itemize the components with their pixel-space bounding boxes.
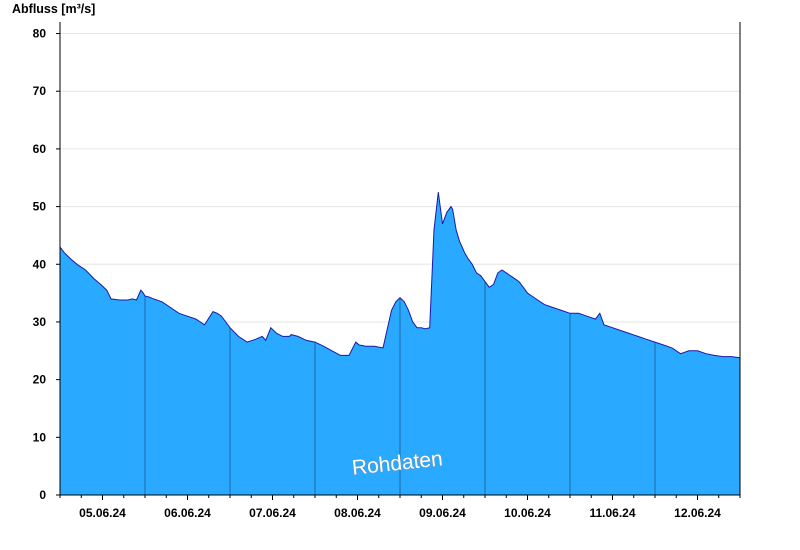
x-tick-label-09.06.24: 09.06.24 [419,506,466,520]
x-tick-labels: 05.06.24 06.06.24 07.06.24 08.06.24 09.06.24… [79,506,721,520]
y-tick-label-30: 30 [33,315,47,329]
y-axis-label: Abfluss [m³/s] [12,2,95,16]
x-tick-label-07.06.24: 07.06.24 [249,506,296,520]
discharge-line [59,192,741,359]
y-tick-label-50: 50 [33,200,47,214]
axes [56,22,741,500]
y-tick-label-40: 40 [33,257,47,271]
y-tick-label-20: 20 [33,373,47,387]
x-tick-label-11.06.24: 11.06.24 [589,506,635,520]
x-tick-label-05.06.24: 05.06.24 [79,506,126,520]
y-tick-label-80: 80 [33,27,47,41]
y-tick-labels: 0 10 20 30 40 50 60 70 80 [33,27,47,502]
y-tick-label-70: 70 [33,84,47,98]
x-tick-label-12.06.24: 12.06.24 [674,506,721,520]
y-tick-label-0: 0 [39,488,46,502]
x-tick-label-10.06.24: 10.06.24 [504,506,551,520]
y-tick-label-10: 10 [33,430,47,444]
x-tick-label-08.06.24: 08.06.24 [334,506,381,520]
day-separator-lines [144,281,656,495]
y-tick-label-60: 60 [33,142,47,156]
x-tick-label-06.06.24: 06.06.24 [164,506,211,520]
